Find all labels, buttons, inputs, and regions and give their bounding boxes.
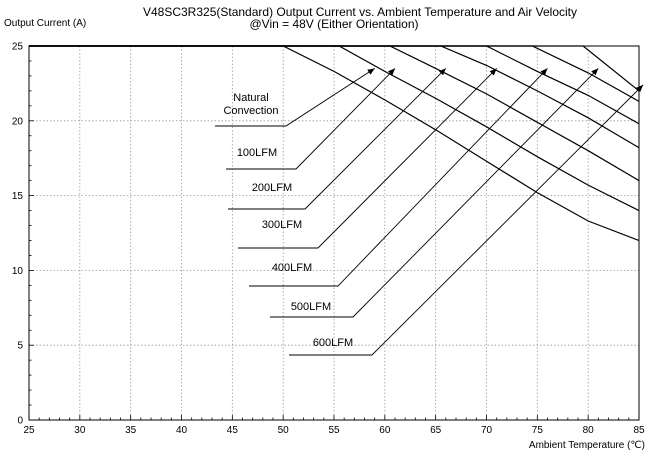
x-tick-label: 85: [633, 425, 645, 436]
chart-title-line1: V48SC3R325(Standard) Output Current vs. …: [143, 5, 577, 19]
annotation-arrow-5: [270, 68, 599, 318]
y-tick-label: 10: [12, 266, 24, 277]
annotation-label-6: 600LFM: [313, 337, 353, 349]
grid-layer: [29, 46, 639, 420]
x-tick-label: 70: [481, 425, 493, 436]
x-tick-label: 40: [176, 425, 188, 436]
x-tick-label: 35: [125, 425, 137, 436]
series-line-1: [29, 45, 640, 212]
annotation-label-1: 100LFM: [237, 147, 277, 159]
x-tick-label: 80: [583, 425, 595, 436]
x-tick-label: 55: [328, 425, 340, 436]
y-tick-label: 0: [17, 416, 23, 427]
x-tick-label: 65: [430, 425, 442, 436]
x-tick-label: 75: [532, 425, 544, 436]
series-line-6: [29, 45, 640, 92]
y-tick-label: 25: [12, 42, 24, 53]
y-tick-label: 15: [12, 191, 24, 202]
annotation-arrow-3: [238, 68, 498, 249]
annotation-label-3: 300LFM: [262, 219, 302, 231]
x-tick-label: 25: [23, 425, 35, 436]
y-tick-label: 5: [17, 341, 23, 352]
annotation-arrow-0: [215, 68, 375, 127]
annotation-arrow-2: [228, 68, 447, 210]
annotation-label-0: Convection: [223, 105, 278, 117]
annotation-label-2: 200LFM: [252, 182, 292, 194]
annotation-label-5: 500LFM: [291, 301, 331, 313]
x-tick-label: 50: [278, 425, 290, 436]
x-tick-label: 45: [227, 425, 239, 436]
x-tick-label: 60: [379, 425, 391, 436]
annotation-label-0: Natural: [233, 92, 268, 104]
chart-title-line2: @Vin = 48V (Either Orientation): [249, 17, 418, 31]
annotation-arrow-4: [249, 68, 548, 287]
x-tick-label: 30: [74, 425, 86, 436]
y-tick-label: 20: [12, 116, 24, 127]
annotation-arrow-1: [226, 68, 396, 170]
annotation-label-4: 400LFM: [272, 262, 312, 274]
annotation-arrow-6: [289, 84, 644, 356]
x-axis-label: Ambient Temperature (℃): [529, 440, 645, 451]
y-axis-label: Output Current (A): [4, 18, 86, 29]
